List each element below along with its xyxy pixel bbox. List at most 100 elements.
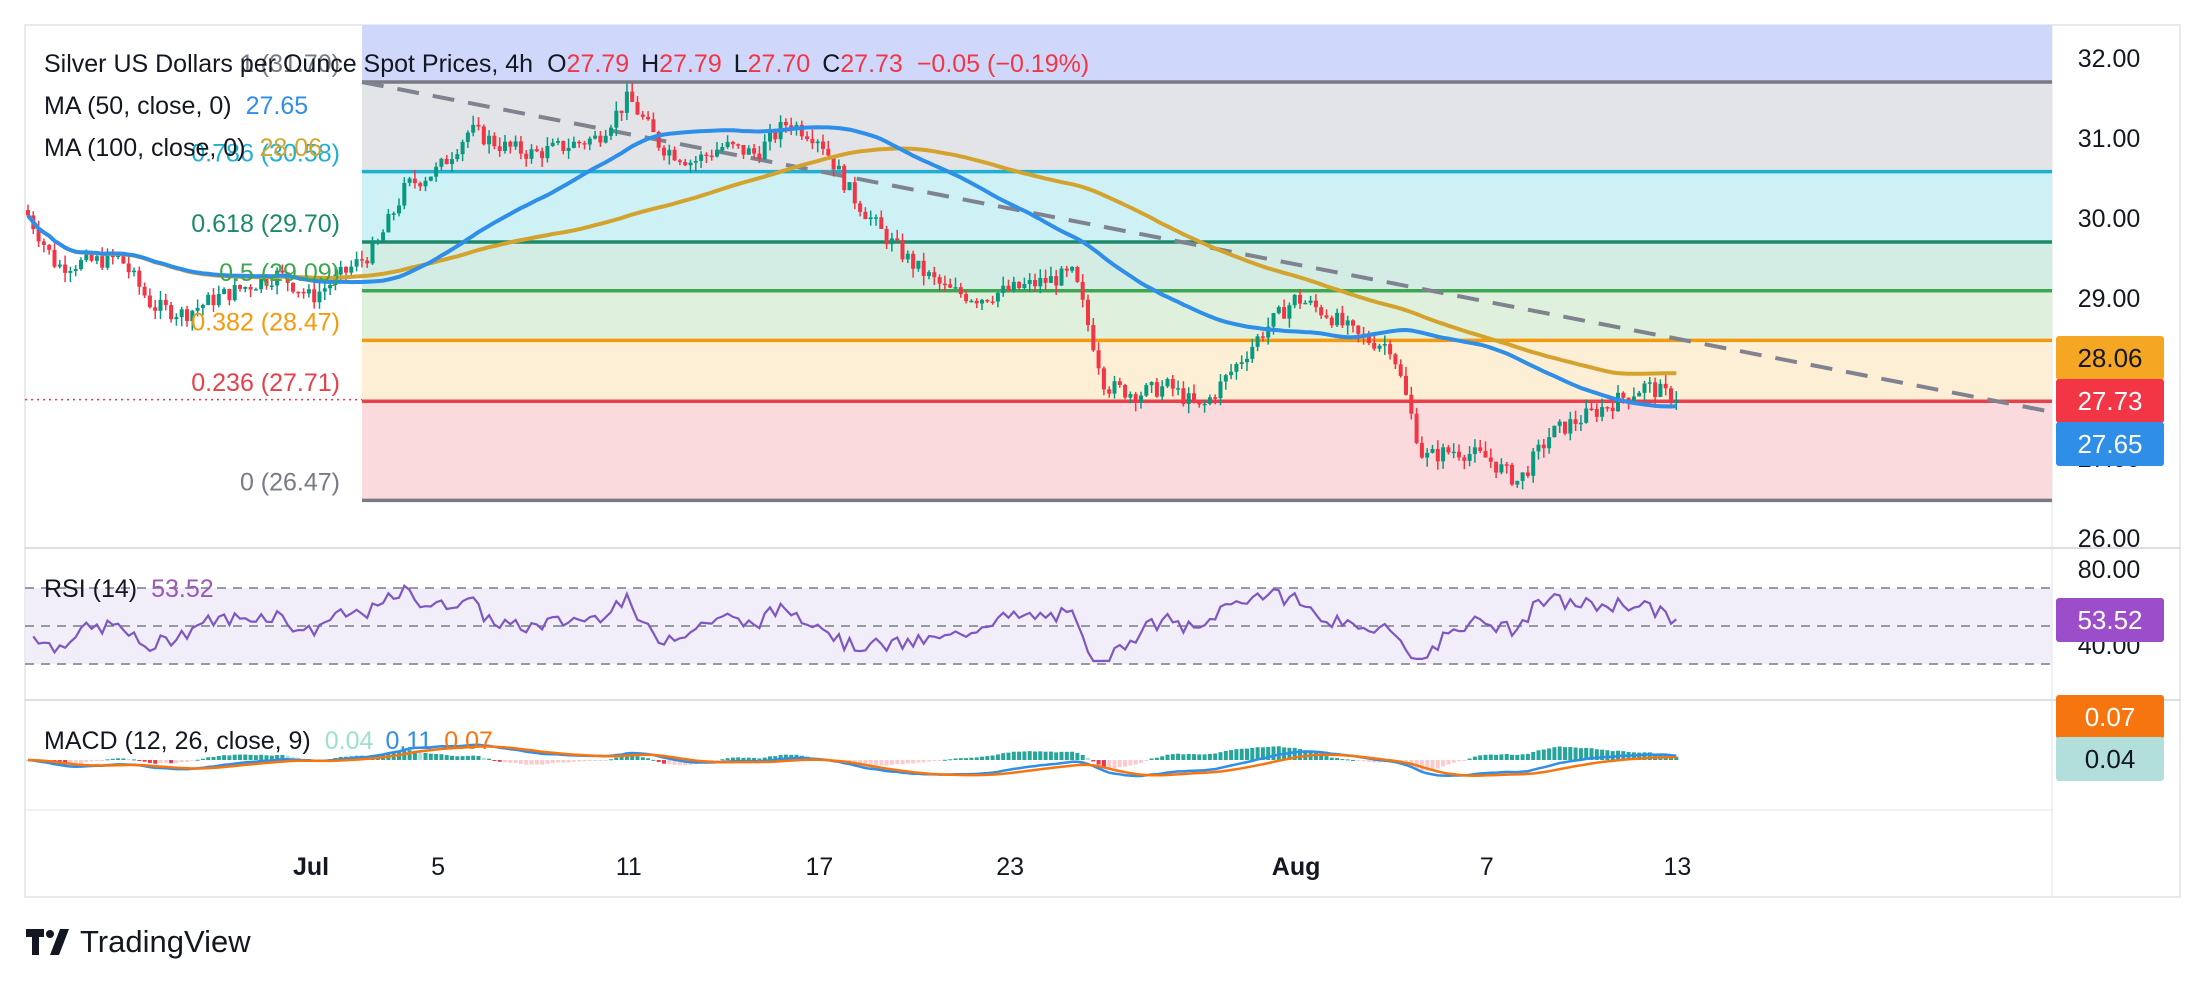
macd-histogram-bar	[1425, 760, 1430, 771]
candle-body	[1329, 317, 1334, 326]
candle-body	[847, 182, 852, 191]
candle-body	[1207, 397, 1212, 404]
candle-body	[497, 146, 502, 152]
macd-histogram-bar	[1144, 760, 1149, 761]
macd-histogram-bar	[1419, 760, 1424, 771]
candle-body	[444, 158, 449, 165]
candle-body	[1520, 472, 1525, 481]
candle-body	[132, 270, 136, 273]
macd-histogram-bar	[974, 757, 979, 760]
fib-zone-2	[362, 242, 2052, 291]
macd-histogram-bar	[1017, 751, 1022, 760]
candle-body	[121, 255, 126, 264]
candle-body	[964, 294, 969, 302]
candle-body	[529, 149, 534, 159]
candle-body	[640, 114, 645, 117]
candle-body	[571, 141, 576, 148]
candle-body	[1234, 363, 1239, 372]
macd-histogram-bar	[651, 759, 656, 761]
moving-average-lines	[26, 125, 1677, 409]
macd-histogram-bar	[211, 756, 216, 760]
macd-histogram-bar	[545, 760, 550, 764]
candle-body	[450, 159, 454, 165]
candle-body	[1123, 384, 1128, 398]
candle-body	[1043, 277, 1048, 283]
macd-histogram-bar	[1568, 746, 1573, 760]
candle-body	[1324, 315, 1329, 318]
macd-histogram-bar	[1324, 756, 1329, 760]
macd-histogram-bar	[1430, 760, 1435, 770]
candle-body	[921, 260, 926, 277]
macd-histogram-bar	[1048, 751, 1053, 760]
macd-histogram-bar	[715, 760, 719, 761]
macd-histogram-bar	[1557, 746, 1562, 760]
candle-body	[79, 259, 83, 270]
macd-histogram-bar	[1462, 760, 1467, 761]
candle-body	[185, 309, 189, 322]
candle-body	[1451, 451, 1456, 454]
macd-histogram-bar	[900, 760, 905, 765]
candle-body	[47, 244, 52, 250]
macd-histogram-bar	[619, 756, 624, 760]
candle-body	[540, 151, 545, 159]
candle-body	[1006, 285, 1011, 291]
macd-histogram-bar	[1250, 747, 1255, 760]
candle-body	[1393, 354, 1398, 365]
macd-histogram-bar	[1441, 760, 1446, 767]
candle-body	[561, 140, 566, 151]
macd-histogram-bar	[587, 760, 592, 761]
macd-histogram-bar	[121, 758, 126, 760]
candle-body	[683, 162, 688, 166]
macd-histogram-bar	[1133, 760, 1138, 765]
macd-histogram-bar	[958, 758, 963, 760]
candle-body	[677, 160, 682, 163]
candle-body	[948, 284, 953, 288]
macd-histogram-bar	[874, 760, 878, 766]
candle-body	[566, 147, 571, 151]
candle-body	[1631, 396, 1636, 402]
candle-body	[667, 149, 672, 156]
macd-histogram-bar	[1563, 747, 1567, 760]
candle-body	[476, 124, 481, 127]
candle-body	[635, 101, 640, 115]
candle-body	[1117, 381, 1122, 385]
fibonacci-zones	[362, 25, 2052, 503]
macd-histogram-bar	[1271, 746, 1276, 760]
macd-histogram-bar	[407, 750, 412, 760]
candle-body	[1022, 283, 1027, 289]
macd-histogram-bar	[428, 753, 433, 760]
macd-histogram-bar	[216, 756, 221, 760]
candle-body	[1292, 294, 1297, 306]
macd-histogram-bar	[921, 760, 926, 763]
candle-body	[927, 272, 931, 277]
macd-histogram-bar	[100, 760, 105, 761]
candle-body	[1642, 383, 1647, 393]
candle-body	[916, 260, 921, 269]
candle-body	[248, 287, 253, 290]
macd-histogram-bar	[736, 757, 741, 760]
macd-histogram-bar	[937, 760, 942, 761]
macd-histogram-bar	[534, 760, 539, 765]
macd-legend: MACD (12, 26, close, 9) 0.04 0.11 0.07	[44, 727, 493, 755]
macd-histogram-bar	[132, 759, 136, 761]
ma50-legend: MA (50, close, 0) 27.65	[44, 92, 308, 120]
macd-histogram-bar	[884, 760, 889, 766]
macd-histogram-bar	[185, 760, 189, 762]
candle-body	[741, 145, 746, 155]
macd-histogram-bar	[238, 754, 242, 760]
macd-histogram-bar	[1488, 754, 1493, 760]
candle-body	[1467, 454, 1472, 461]
candle-body	[852, 182, 857, 204]
macd-histogram-bar	[1292, 747, 1297, 760]
candle-body	[243, 287, 248, 289]
candle-body	[344, 266, 348, 273]
candle-body	[1563, 421, 1567, 434]
candle-body	[709, 155, 714, 158]
macd-histogram-bar	[476, 755, 481, 760]
macd-histogram-bar	[1091, 760, 1096, 762]
candle-body	[84, 253, 89, 260]
macd-histogram-bar	[1578, 748, 1583, 760]
candle-body	[1372, 342, 1377, 349]
